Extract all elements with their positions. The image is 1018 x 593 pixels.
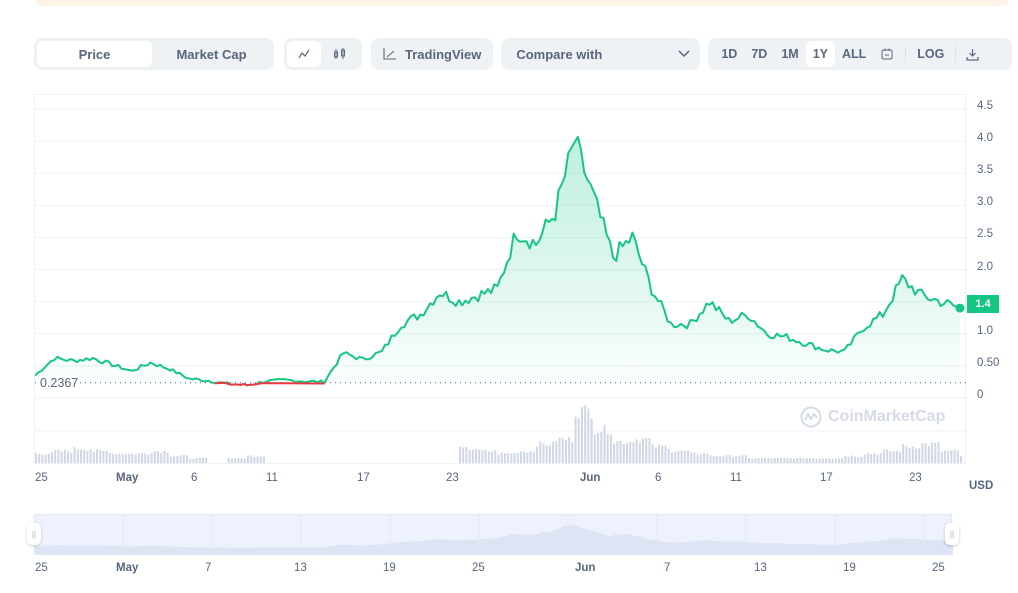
navigator-tick-label: 13: [294, 562, 307, 574]
divider: [955, 46, 957, 62]
current-price-tag: 1.4: [967, 295, 999, 313]
range-1d[interactable]: 1D: [721, 47, 738, 61]
compare-with-label: Compare with: [516, 46, 603, 62]
y-tick-label: 4.0: [977, 132, 993, 145]
x-tick-label: 6: [191, 472, 198, 484]
log-scale-button[interactable]: LOG: [917, 47, 945, 61]
candlestick-button[interactable]: [321, 41, 359, 67]
tradingview-icon: [383, 48, 396, 60]
navigator-tick-label: 19: [383, 562, 396, 574]
baseline-price-label: 0.2367: [38, 376, 81, 390]
range-navigator[interactable]: [34, 514, 953, 555]
notice-banner: [34, 0, 1010, 6]
navigator-area: [35, 515, 953, 555]
y-tick-label: 4.5: [977, 100, 993, 112]
navigator-tick-label: May: [116, 562, 139, 574]
grip-icon: ||: [31, 529, 37, 539]
tab-market-cap[interactable]: Market Cap: [176, 46, 247, 62]
range-7d[interactable]: 7D: [751, 47, 768, 61]
tab-price[interactable]: Price: [37, 41, 152, 67]
price-marketcap-toggle: Price Market Cap: [34, 38, 274, 70]
candlestick-icon: [334, 48, 345, 59]
navigator-tick-label: 13: [754, 562, 767, 574]
divider: [905, 46, 907, 62]
chart-toolbar: Price Market Cap TradingView Compare wit…: [34, 38, 1013, 70]
y-tick-label: 2.0: [977, 260, 993, 273]
navigator-right-handle[interactable]: ||: [945, 523, 959, 545]
y-tick-label: 3.0: [977, 196, 993, 209]
x-tick-label: 11: [730, 472, 742, 484]
x-tick-label: 17: [357, 472, 370, 484]
chart-style-toggle: [284, 38, 362, 70]
navigator-tick-label: 25: [35, 562, 48, 574]
chevron-down-icon: [678, 50, 690, 58]
x-tick-label: 25: [35, 472, 48, 484]
range-1y[interactable]: 1Y: [805, 41, 835, 67]
coinmarketcap-logo-icon: [800, 406, 822, 428]
y-tick-label: 3.5: [977, 164, 993, 177]
date-range-button[interactable]: [873, 41, 901, 67]
download-icon: [966, 48, 979, 61]
calendar-icon: [881, 48, 893, 60]
download-button[interactable]: [960, 41, 985, 67]
x-tick-label: Jun: [580, 472, 601, 484]
x-tick-label: 17: [820, 472, 833, 484]
navigator-tick-label: 25: [932, 562, 945, 574]
coinmarketcap-watermark: CoinMarketCap: [800, 406, 945, 428]
line-chart-icon: [298, 49, 310, 59]
x-tick-label: 23: [909, 472, 922, 484]
navigator-tick-label: 19: [843, 562, 856, 574]
tradingview-label: TradingView: [405, 46, 482, 62]
x-tick-label: May: [116, 472, 139, 484]
x-tick-label: 6: [655, 472, 662, 484]
navigator-tick-label: 7: [205, 562, 212, 574]
range-1m[interactable]: 1M: [781, 47, 799, 61]
y-tick-label: 1.0: [977, 324, 993, 337]
y-tick-label: 2.5: [977, 228, 993, 241]
x-tick-label: 23: [446, 472, 459, 484]
navigator-left-handle[interactable]: ||: [27, 523, 41, 545]
time-range-selector: 1D 7D 1M 1Y ALL LOG: [708, 38, 1013, 70]
navigator-tick-label: Jun: [575, 562, 596, 574]
range-all[interactable]: ALL: [841, 47, 867, 61]
grip-icon: ||: [949, 529, 955, 539]
y-tick-label: 0.50: [977, 356, 1000, 369]
price-chart[interactable]: [34, 94, 967, 465]
tradingview-button[interactable]: TradingView: [371, 38, 494, 70]
x-tick-label: 11: [266, 472, 278, 484]
line-chart-button[interactable]: [287, 41, 321, 67]
y-tick-label: 0: [977, 389, 984, 401]
navigator-tick-label: 7: [664, 562, 671, 574]
price-chart-plot[interactable]: [35, 95, 967, 465]
navigator-tick-label: 25: [472, 562, 485, 574]
compare-with-dropdown[interactable]: Compare with: [501, 38, 701, 70]
currency-label: USD: [969, 480, 994, 492]
